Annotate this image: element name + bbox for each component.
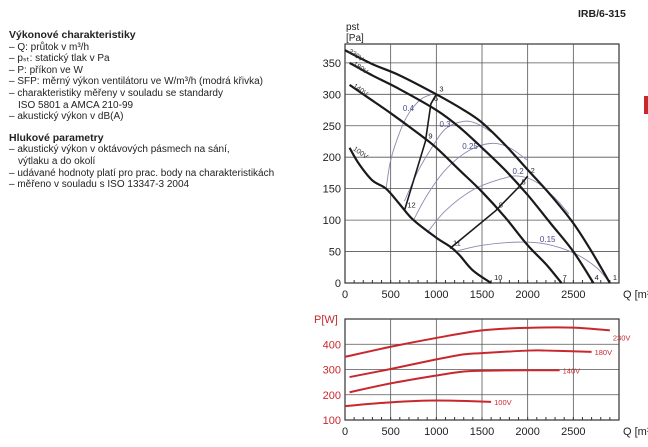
- y-tick-label: 350: [323, 58, 341, 70]
- operating-point-label: 3: [439, 84, 443, 93]
- x-tick-label: 2500: [561, 426, 585, 438]
- sfp-curve: [403, 120, 492, 202]
- x-tick-label: 1500: [470, 289, 494, 301]
- operating-point-label: 12: [407, 201, 415, 210]
- x-axis-label: Q [m³/h]: [623, 289, 648, 301]
- operating-line: [449, 175, 529, 250]
- y-axis-unit: [Pa]: [346, 33, 364, 44]
- x-tick-label: 2500: [561, 289, 585, 301]
- legend-item: – SFP: měrný výkon ventilátoru ve W/m³/h…: [9, 76, 263, 88]
- y-tick-label: 0: [335, 278, 341, 290]
- y-tick-label: 100: [323, 415, 341, 427]
- operating-point-label: 1: [613, 273, 617, 282]
- y-tick-label: 400: [323, 339, 341, 351]
- y-tick-label: 250: [323, 121, 341, 133]
- model-title: IRB/6-315: [578, 8, 626, 20]
- power-curve-100V: [344, 399, 492, 408]
- x-tick-label: 2000: [515, 289, 539, 301]
- pressure-curve-230V: [344, 49, 611, 284]
- legend-item: – akustický výkon v dB(A): [9, 111, 124, 123]
- x-tick-label: 1000: [424, 426, 448, 438]
- x-tick-label: 500: [381, 426, 399, 438]
- operating-point-label: 8: [499, 201, 503, 210]
- operating-point-label: 11: [453, 238, 461, 247]
- operating-point-label: 4: [595, 273, 599, 282]
- legend-item: – pₛₜ: statický tlak v Pa: [9, 53, 110, 65]
- legend-item: – charakteristiky měřeny v souladu se st…: [9, 87, 223, 99]
- operating-point-label: 5: [522, 177, 526, 186]
- sfp-curve: [454, 241, 611, 284]
- power-curve-180V: [349, 349, 592, 379]
- power-curve-140V: [349, 369, 560, 394]
- sfp-label: 0.25: [462, 142, 478, 151]
- pressure-curve-180V: [349, 61, 595, 284]
- x-tick-label: 0: [342, 289, 348, 301]
- voltage-label: 100V: [494, 398, 512, 407]
- x-tick-label: 500: [381, 289, 399, 301]
- y-tick-label: 200: [323, 390, 341, 402]
- edge-marker: [644, 96, 648, 114]
- power-curve-230V: [344, 326, 610, 358]
- y-tick-label: 150: [323, 184, 341, 196]
- x-tick-label: 1500: [470, 426, 494, 438]
- legend-text: Výkonové charakteristiky – Q: průtok v m…: [9, 29, 309, 191]
- sfp-label: 0.3: [439, 120, 451, 129]
- voltage-label: 230V: [613, 333, 631, 342]
- voltage-label: 140V: [563, 366, 581, 375]
- y-tick-label: 50: [329, 247, 341, 259]
- legend-item: – P: příkon ve W: [9, 64, 83, 76]
- legend-item: – akustický výkon v oktávových pásmech n…: [9, 144, 230, 156]
- x-tick-label: 0: [342, 426, 348, 438]
- x-tick-label: 1000: [424, 289, 448, 301]
- sfp-label: 0.4: [403, 104, 415, 113]
- x-axis-label: Q [m³/h]: [623, 426, 648, 438]
- y-tick-label: 300: [323, 365, 341, 377]
- y-tick-label: 200: [323, 152, 341, 164]
- pressure-curve-100V: [348, 147, 492, 284]
- operating-point-label: 2: [531, 166, 535, 175]
- operating-point-label: 7: [563, 273, 567, 282]
- sfp-label: 0.2: [513, 167, 525, 176]
- operating-point-label: 10: [494, 273, 502, 282]
- heading-performance: Výkonové charakteristiky: [9, 29, 136, 41]
- heading-noise: Hlukové parametry: [9, 131, 104, 144]
- legend-item: – udávané hodnoty platí pro prac. body n…: [9, 167, 275, 179]
- operating-point-label: 6: [434, 94, 438, 103]
- y-axis-label: pst: [346, 22, 360, 33]
- operating-point-label: 9: [428, 131, 432, 140]
- pressure-curve-140V: [348, 83, 563, 284]
- voltage-label: 100V: [351, 146, 369, 161]
- y-tick-label: 100: [323, 215, 341, 227]
- legend-item: – měřeno v souladu s ISO 13347-3 2004: [9, 179, 190, 191]
- legend-item: výtlaku a do okolí: [18, 155, 96, 167]
- x-tick-label: 2000: [515, 426, 539, 438]
- sfp-curve: [413, 142, 528, 221]
- legend-item: – Q: průtok v m³/h: [9, 41, 90, 53]
- voltage-label: 180V: [595, 348, 613, 357]
- y-tick-label: 300: [323, 89, 341, 101]
- sfp-label: 0.15: [540, 235, 556, 244]
- operating-line: [403, 93, 437, 211]
- y-axis-label: P[W]: [314, 314, 338, 326]
- legend-item: ISO 5801 a AMCA 210-99: [18, 99, 134, 111]
